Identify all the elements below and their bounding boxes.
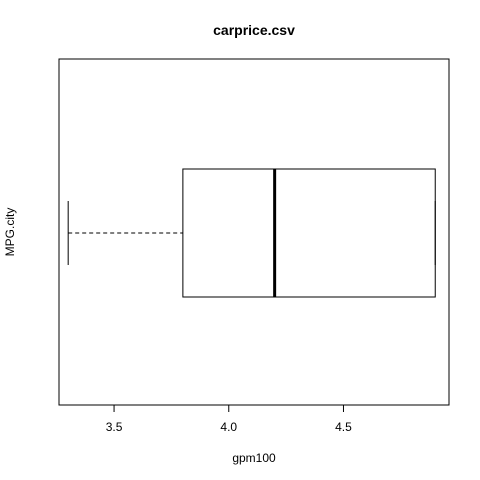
chart-title: carprice.csv bbox=[213, 22, 295, 38]
x-tick-label: 4.0 bbox=[220, 420, 237, 434]
x-tick-label: 3.5 bbox=[106, 420, 123, 434]
x-tick-label: 4.5 bbox=[335, 420, 352, 434]
x-axis-label: gpm100 bbox=[232, 451, 276, 465]
iqr-box bbox=[182, 168, 436, 298]
x-axis: 3.5 4.0 4.5 bbox=[106, 405, 352, 434]
plot-frame bbox=[58, 58, 450, 406]
box-plot bbox=[67, 168, 436, 298]
y-axis-label: MPG.city bbox=[3, 208, 17, 257]
